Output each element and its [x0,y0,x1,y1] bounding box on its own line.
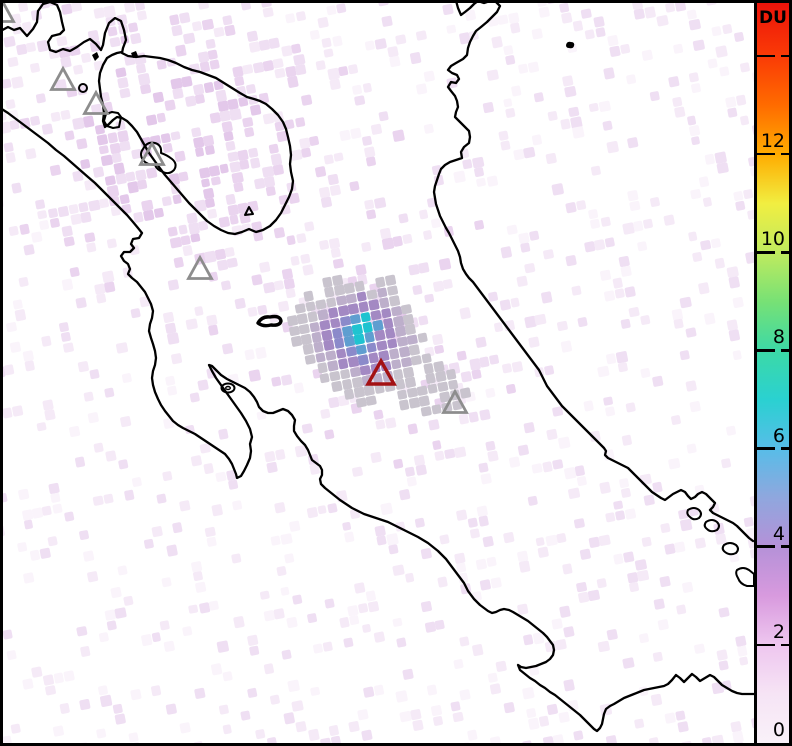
colorbar-tick [757,447,775,450]
island-bocas-4 [735,567,754,587]
colorbar-tick [757,54,775,58]
colorbar-title: DU [759,8,787,28]
colorbar-tick-label: 0 [772,719,785,741]
island-chira-outer [220,382,236,394]
colorbar-tick [781,152,789,156]
volcano-markers [0,0,469,414]
islet-solentiname [244,206,254,216]
island-chira-hole [224,385,231,391]
colorbar-tick [781,643,789,647]
islet-dot-1 [92,52,99,61]
colorbar-tick-label: 6 [772,424,785,447]
colorbar-tick [781,54,789,58]
island-ometepe [140,141,177,175]
colorbar-tick [781,447,789,450]
volcano-marker-gray [49,65,77,91]
colorbar-gradient [757,3,789,743]
island-bocas-3 [721,542,739,556]
colorbar-tick [781,545,789,548]
colorbar-tick [757,251,775,254]
island-bocas-1 [686,507,702,521]
colorbar-tick-label: 10 [760,228,785,251]
colorbar-tick-label: 4 [772,522,785,545]
colorbar: 0 2 4 6 8 10 12 DU [754,0,792,746]
coastline-lake-nicaragua [0,0,295,236]
volcano-marker-gray [186,254,214,280]
volcano-marker-red [365,357,397,386]
colorbar-tick-label: 12 [760,130,785,153]
colorbar-tick [757,152,775,156]
colorbar-tick [757,349,775,352]
lake-arenal [256,314,283,328]
islet-circle [78,83,88,93]
colorbar-tick-label: 2 [772,620,785,643]
volcano-marker-gray [82,89,110,115]
island-bocas-2 [703,519,720,533]
colorbar-tick [757,643,775,647]
colorbar-tick-label: 8 [772,326,785,349]
volcano-marker-gray [0,0,16,23]
island-caribbean-dot [566,41,575,49]
volcano-marker-gray [441,388,469,414]
islet-dot-2 [131,51,138,58]
colorbar-tick [781,251,789,254]
lagoon-blob [103,111,122,129]
map-area [0,0,757,746]
coastline-group [0,0,754,733]
volcano-marker-gray [138,140,166,166]
colorbar-tick [781,349,789,352]
coastline-caribbean [432,0,754,543]
coastline-svg [0,0,754,733]
coastline-pacific [0,106,754,733]
colorbar-tick [757,545,775,548]
